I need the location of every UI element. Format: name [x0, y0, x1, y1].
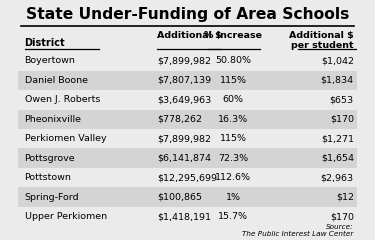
Text: 112.6%: 112.6%	[215, 173, 251, 182]
Text: 15.7%: 15.7%	[218, 212, 248, 221]
Text: $170: $170	[330, 212, 354, 221]
Text: 50.80%: 50.80%	[215, 56, 251, 66]
Text: $778,262: $778,262	[157, 115, 202, 124]
Text: Additional $: Additional $	[157, 31, 222, 40]
Text: Boyertown: Boyertown	[24, 56, 75, 66]
Text: Perkiomen Valley: Perkiomen Valley	[24, 134, 106, 143]
Text: $653: $653	[330, 95, 354, 104]
Text: Additional $
per student: Additional $ per student	[289, 31, 354, 50]
Text: Daniel Boone: Daniel Boone	[24, 76, 87, 85]
Text: % Increase: % Increase	[204, 31, 262, 40]
FancyBboxPatch shape	[18, 187, 357, 207]
FancyBboxPatch shape	[18, 149, 357, 168]
Text: $3,649,963: $3,649,963	[157, 95, 211, 104]
Text: Pheonixville: Pheonixville	[24, 115, 81, 124]
Text: Source:
The Public Interest Law Center: Source: The Public Interest Law Center	[243, 224, 354, 237]
Text: $1,418,191: $1,418,191	[157, 212, 211, 221]
Text: $7,807,139: $7,807,139	[157, 76, 211, 85]
Text: $1,834: $1,834	[321, 76, 354, 85]
Text: Pottstown: Pottstown	[24, 173, 71, 182]
Text: $1,042: $1,042	[321, 56, 354, 66]
FancyBboxPatch shape	[18, 110, 357, 129]
Text: $7,899,982: $7,899,982	[157, 134, 211, 143]
Text: 115%: 115%	[220, 76, 247, 85]
Text: $100,865: $100,865	[157, 192, 202, 202]
Text: $170: $170	[330, 115, 354, 124]
Text: $6,141,874: $6,141,874	[157, 154, 211, 163]
Text: $12,295,699: $12,295,699	[157, 173, 217, 182]
Text: $7,899,982: $7,899,982	[157, 56, 211, 66]
Text: Spring-Ford: Spring-Ford	[24, 192, 79, 202]
Text: 72.3%: 72.3%	[218, 154, 248, 163]
Text: $1,271: $1,271	[321, 134, 354, 143]
Text: Pottsgrove: Pottsgrove	[24, 154, 75, 163]
Text: $1,654: $1,654	[321, 154, 354, 163]
Text: 60%: 60%	[223, 95, 244, 104]
Text: Upper Perkiomen: Upper Perkiomen	[24, 212, 106, 221]
Text: 16.3%: 16.3%	[218, 115, 248, 124]
Text: District: District	[24, 38, 65, 48]
FancyBboxPatch shape	[18, 71, 357, 90]
Text: Owen J. Roberts: Owen J. Roberts	[24, 95, 100, 104]
Text: 1%: 1%	[226, 192, 241, 202]
Text: $12: $12	[336, 192, 354, 202]
Text: State Under-Funding of Area Schools: State Under-Funding of Area Schools	[26, 7, 349, 22]
Text: 115%: 115%	[220, 134, 247, 143]
Text: $2,963: $2,963	[321, 173, 354, 182]
